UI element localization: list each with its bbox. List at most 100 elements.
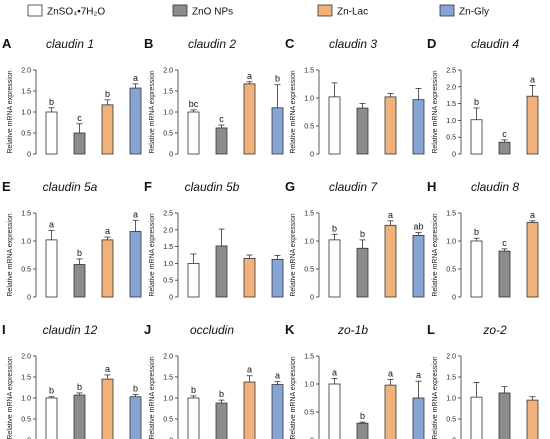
- significance-letter: a: [332, 367, 337, 377]
- bar: [498, 392, 511, 439]
- y-tick-label: 1.0: [163, 110, 173, 117]
- panel-letter: E: [2, 179, 11, 194]
- significance-letter: b: [49, 386, 54, 396]
- y-tick-label: 1.5: [21, 211, 31, 218]
- bar: [243, 257, 256, 298]
- significance-letter: a: [416, 370, 421, 380]
- y-tick-label: 0.5: [446, 135, 456, 142]
- significance-letter: a: [530, 74, 535, 84]
- bar: [526, 399, 539, 439]
- significance-letter: bc: [189, 99, 199, 109]
- bar: [356, 422, 369, 439]
- y-tick-label: 1.0: [163, 261, 173, 268]
- y-axis-label: Relative mRNA expression: [7, 213, 14, 296]
- y-tick-label: 2.0: [163, 227, 173, 234]
- panel-K: Kzo-1b Relative mRNA expression 0 0.5 1.0 1.5…: [285, 322, 425, 439]
- significance-letter: a: [530, 210, 535, 220]
- y-tick-label: 0: [310, 295, 314, 302]
- bar: [129, 231, 142, 298]
- bar: [271, 258, 284, 298]
- y-tick-label: 0.5: [163, 131, 173, 138]
- significance-letter: a: [275, 371, 280, 381]
- panel-letter: K: [285, 322, 295, 337]
- significance-letter: b: [191, 385, 196, 395]
- significance-letter: b: [49, 97, 54, 107]
- bar: [101, 104, 114, 155]
- significance-letter: b: [77, 382, 82, 392]
- y-tick-label: 0.5: [163, 278, 173, 285]
- bar: [73, 132, 86, 155]
- y-axis-label: Relative mRNA expression: [7, 70, 14, 153]
- bar: [526, 95, 539, 155]
- y-axis-label: Relative mRNA expression: [149, 356, 156, 439]
- panel-title: claudin 5a: [43, 180, 98, 194]
- y-tick-label: 2.0: [163, 68, 173, 75]
- panel-L: Lzo-2 Relative mRNA expression 0 0.5 1.0 1.5 2…: [427, 322, 539, 439]
- significance-letter: b: [77, 248, 82, 258]
- y-axis-label: Relative mRNA expression: [432, 213, 439, 296]
- significance-letter: a: [133, 209, 138, 219]
- legend-label: Zn-Gly: [459, 7, 489, 18]
- y-tick-label: 0.5: [21, 131, 31, 138]
- y-tick-label: 0: [310, 438, 314, 439]
- y-axis-label: Relative mRNA expression: [432, 70, 439, 153]
- significance-letter: a: [388, 210, 393, 220]
- significance-letter: b: [105, 89, 110, 99]
- bar: [412, 397, 425, 439]
- bar: [470, 119, 483, 155]
- bar: [271, 107, 284, 155]
- panel-letter: J: [144, 322, 151, 337]
- bar: [243, 83, 256, 155]
- y-tick-label: 1.0: [304, 96, 314, 103]
- legend-label: ZnSO₄•7H₂O: [47, 7, 105, 18]
- bar: [271, 384, 284, 439]
- legend-label: ZnO NPs: [192, 7, 233, 18]
- panel-letter: F: [144, 179, 152, 194]
- legend-label: Zn-Lac: [337, 7, 368, 18]
- bar: [129, 87, 142, 155]
- y-axis-label: Relative mRNA expression: [290, 213, 297, 296]
- y-tick-label: 1.0: [163, 396, 173, 403]
- significance-letter: ab: [413, 222, 423, 232]
- significance-letter: a: [105, 364, 110, 374]
- y-tick-label: 0: [310, 152, 314, 159]
- bar: [187, 111, 200, 155]
- panel-letter: A: [2, 36, 12, 51]
- y-tick-label: 1.0: [21, 239, 31, 246]
- y-tick-label: 0: [27, 295, 31, 302]
- y-axis-label: Relative mRNA expression: [149, 213, 156, 296]
- y-axis-label: Relative mRNA expression: [290, 356, 297, 439]
- y-axis-label: Relative mRNA expression: [7, 356, 14, 439]
- y-tick-label: 2.0: [21, 68, 31, 75]
- y-tick-label: 1.5: [304, 211, 314, 218]
- bar: [356, 107, 369, 155]
- panel-title: claudin 1: [46, 37, 94, 51]
- bar: [470, 240, 483, 298]
- significance-letter: b: [332, 223, 337, 233]
- y-tick-label: 1.5: [446, 211, 456, 218]
- panel-title: claudin 3: [329, 37, 377, 51]
- panel-letter: I: [2, 322, 6, 337]
- bar: [498, 250, 511, 298]
- panel-letter: H: [427, 179, 436, 194]
- panel-title: zo-1b: [337, 323, 368, 337]
- bar: [129, 396, 142, 439]
- y-tick-label: 1.5: [163, 244, 173, 251]
- bar: [328, 383, 341, 439]
- y-tick-label: 2.5: [446, 68, 456, 75]
- significance-letter: b: [133, 384, 138, 394]
- bar: [101, 378, 114, 439]
- significance-letter: b: [360, 229, 365, 239]
- panel-title: claudin 12: [43, 323, 98, 337]
- bar: [215, 245, 228, 298]
- legend-swatch: [27, 4, 43, 17]
- significance-letter: b: [219, 389, 224, 399]
- significance-letter: a: [105, 226, 110, 236]
- y-tick-label: 1.5: [304, 68, 314, 75]
- y-tick-label: 1.5: [446, 375, 456, 382]
